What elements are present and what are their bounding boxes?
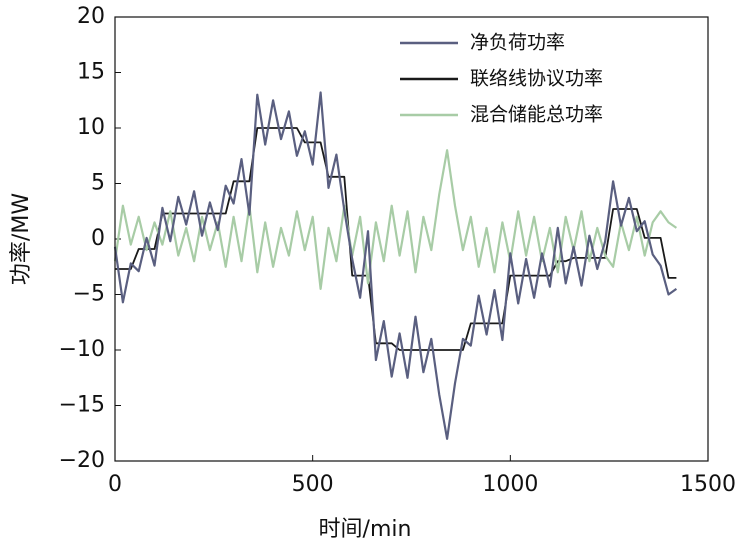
series-line [113,91,678,440]
y-tick-label: 5 [91,171,105,196]
x-tick-label: 1000 [482,472,538,497]
legend-label: 联络线协议功率 [470,68,603,90]
x-tick-label: 0 [108,472,122,497]
legend-label: 混合储能总功率 [470,104,603,126]
y-tick-label: 10 [77,115,105,140]
y-tick-label: −20 [59,448,105,473]
x-axis-label: 时间/min [319,517,412,542]
y-tick-label: −10 [59,337,105,362]
y-tick-label: 20 [77,4,105,29]
legend-label: 净负荷功率 [470,32,565,54]
y-axis-label: 功率/MW [9,193,34,285]
series-line [115,127,677,351]
series-line [113,149,678,290]
y-tick-label: −15 [59,393,105,418]
plot-frame [114,16,709,462]
y-tick-label: 0 [91,226,105,251]
x-tick-label: 500 [292,472,334,497]
y-tick-label: 15 [77,60,105,85]
y-tick-label: −5 [73,282,105,307]
x-tick-label: 1500 [680,472,736,497]
